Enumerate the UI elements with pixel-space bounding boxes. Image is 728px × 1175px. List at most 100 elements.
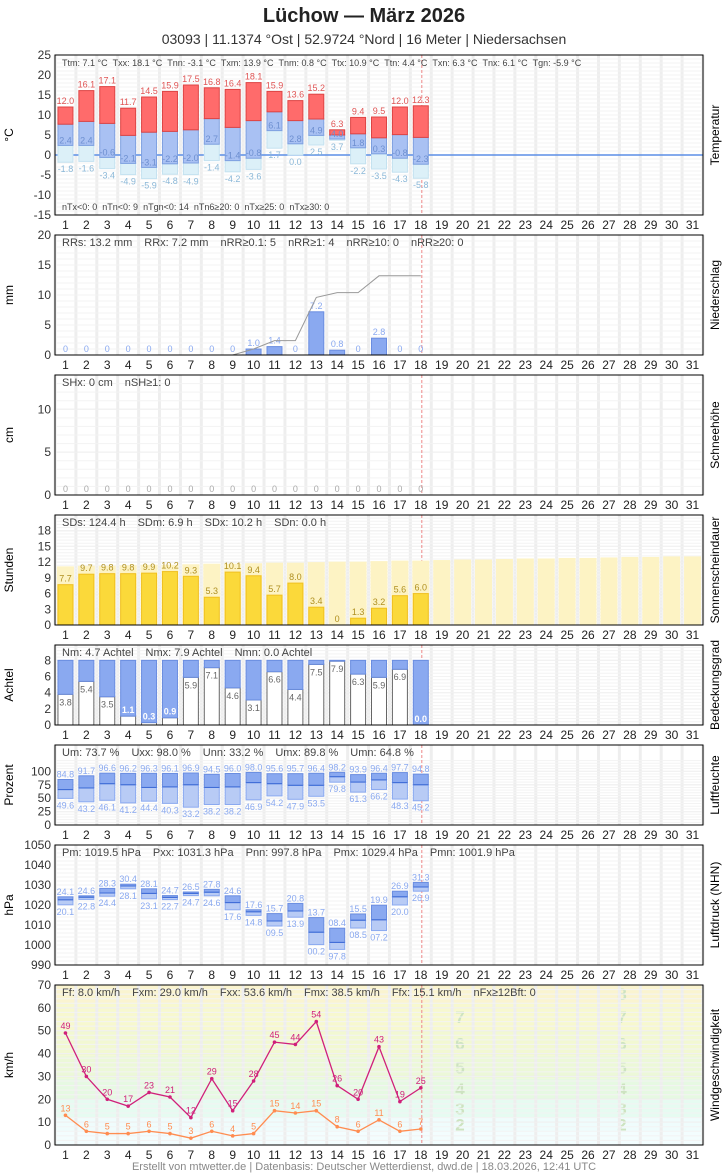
humidity-min-label: 49.6 (57, 800, 75, 810)
x-tick-label: 21 (477, 1148, 491, 1162)
panel-frame (54, 374, 704, 496)
snow-label: 0 (293, 484, 298, 494)
tground-label: -5.9 (141, 181, 157, 191)
cloud-label: 6.9 (394, 672, 407, 682)
tmax-label: 11.7 (120, 97, 137, 107)
cloud-cover-bar (203, 659, 220, 669)
wind-gusts-point (419, 1086, 423, 1090)
stat-item: Tgn: -5.9 °C (532, 58, 582, 68)
x-tick-label: 26 (581, 498, 595, 512)
x-tick-label: 7 (188, 218, 195, 232)
x-tick-label: 2 (83, 728, 90, 742)
x-tick-label: 6 (167, 728, 174, 742)
cumulative-precip-line (232, 275, 421, 356)
tground-bar (350, 147, 367, 165)
tmax-bar (120, 107, 137, 136)
pressure-max-label: 19.9 (370, 895, 388, 905)
humidity-min-label: 38.2 (224, 807, 242, 817)
tground-bar (120, 162, 137, 176)
x-tick-label: 3 (104, 498, 111, 512)
humidity-upper-bar (161, 772, 178, 788)
wind-gusts-label: 15 (228, 1099, 238, 1109)
possible-sunshine-bar (475, 559, 493, 625)
x-tick-label: 10 (247, 728, 261, 742)
tmax-label: 16.4 (224, 78, 242, 88)
wind-mean-label: 8 (335, 1115, 340, 1125)
x-tick-label: 31 (686, 968, 700, 982)
x-tick-label: 5 (146, 1148, 153, 1162)
wind-mean-point (63, 1113, 68, 1118)
x-tick-label: 5 (146, 828, 153, 842)
stat-item: Pmn: 1001.9 hPa (429, 847, 515, 859)
x-tick-label: 29 (644, 358, 658, 372)
x-tick-label: 20 (456, 218, 470, 232)
wind-mean-point (335, 1124, 339, 1129)
station-info: 03093 | 11.1374 °Ost | 52.9724 °Nord | 1… (161, 31, 567, 47)
x-tick-label: 28 (623, 1148, 637, 1162)
x-tick-label: 31 (686, 498, 700, 512)
stat-item: Tnm: 0.8 °C (278, 58, 327, 68)
cloud-cover-bar (245, 659, 262, 701)
tmax-bar (412, 105, 429, 138)
tmin-label: 4.0 (331, 129, 344, 139)
wind-gusts-point (272, 1040, 277, 1044)
pressure-min-label: 28.1 (119, 891, 137, 901)
sunshine-label: 1.3 (352, 607, 365, 617)
pressure-min-label: 20.0 (391, 907, 409, 917)
x-tick-label: 18 (414, 628, 428, 642)
pressure-min-label: 97.8 (328, 951, 346, 961)
pressure-upper-bar (329, 927, 346, 943)
precip-label: 0 (105, 344, 110, 354)
tground-label: -1.6 (79, 163, 95, 173)
x-tick-label: 21 (477, 218, 491, 232)
possible-sunshine-bar (684, 556, 702, 625)
tmin-label: -2.1 (120, 153, 136, 163)
y-tick-label: 5 (44, 128, 51, 142)
y-tick-label: 2 (44, 702, 51, 716)
x-tick-label: 18 (414, 728, 428, 742)
y-tick-label: 5 (44, 445, 51, 459)
cloud-cover-bar (391, 659, 408, 670)
humidity-min-label: 79.8 (328, 784, 346, 794)
wind-mean-label: 15 (311, 1099, 321, 1109)
y-tick-label: 50 (38, 1024, 52, 1038)
wind-mean-point (84, 1129, 89, 1134)
x-tick-label: 9 (229, 1148, 236, 1162)
tmax-label: 17.1 (98, 76, 116, 86)
tground-bar (287, 143, 304, 156)
humidity-min-label: 54.2 (266, 798, 284, 808)
possible-sunshine-bar (642, 556, 660, 625)
x-tick-label: 1 (62, 828, 69, 842)
x-tick-label: 24 (540, 968, 554, 982)
x-tick-label: 18 (414, 358, 428, 372)
y-tick-label: 15 (38, 539, 52, 553)
sunshine-label: 9.4 (247, 565, 260, 575)
pressure-max-label: 15.5 (349, 904, 367, 914)
y-tick-label: 10 (38, 288, 52, 302)
tmax-label: 12.3 (412, 95, 430, 105)
tmax-label: 15.9 (161, 80, 179, 90)
sunshine-label: 9.9 (143, 562, 156, 572)
x-tick-label: 23 (519, 218, 533, 232)
x-tick-label: 8 (208, 1148, 215, 1162)
wind-mean-label: 7 (418, 1117, 423, 1127)
precipitation-stats: RRs: 13.2 mm RRx: 7.2 mm nRR≥0.1: 5 nRR≥1: … (62, 237, 463, 249)
stat-item: nTx≥25: 0 (244, 202, 285, 212)
x-tick-label: 6 (167, 218, 174, 232)
precip-label: 0 (188, 344, 193, 354)
stat-item: SDs: 124.4 h (62, 517, 126, 529)
x-tick-label: 1 (62, 1148, 69, 1162)
side-panel-label: Temperatur (708, 105, 722, 166)
x-tick-label: 2 (83, 1148, 90, 1162)
stat-item: Ttn: 4.4 °C (384, 58, 428, 68)
wind-gusts-point (63, 1031, 68, 1035)
panel-frame (54, 514, 704, 626)
x-tick-label: 14 (331, 628, 345, 642)
tground-label: -4.2 (225, 174, 241, 184)
x-tick-label: 27 (602, 628, 616, 642)
x-tick-label: 25 (560, 498, 574, 512)
stat-item: SDn: 0.0 h (274, 517, 327, 529)
tmax-bar (78, 90, 95, 122)
x-tick-label: 7 (188, 628, 195, 642)
tground-label: -4.3 (392, 174, 408, 184)
